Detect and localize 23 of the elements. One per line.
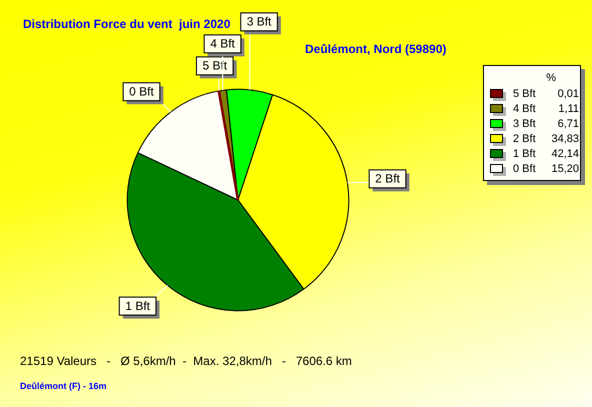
data-label: 34,83 <box>550 132 579 144</box>
data-label: 6,71 <box>556 118 579 130</box>
legend-label: 1 Bft <box>513 148 537 160</box>
data-label: 1,11 <box>557 102 579 114</box>
data-label: 15,20 <box>550 162 579 174</box>
legend-label: 2 Bft <box>513 132 537 144</box>
chart-title: Distribution Force du vent juin 2020 <box>23 17 230 31</box>
text: Deûlémont, Nord (59890) <box>305 42 446 56</box>
text: Deûlémont (F) - 16m <box>20 381 107 391</box>
legend-title: % <box>545 72 557 86</box>
legend-label: 3 Bft <box>513 118 537 130</box>
text: 21519 Valeurs - Ø 5,6km/h - Max. 32,8km/h - 7606.6 km <box>20 354 352 368</box>
legend-label: 4 Bft <box>513 102 537 114</box>
slice-label: 3 Bft <box>246 14 272 29</box>
data-label: 42,14 <box>550 148 579 160</box>
slice-label: 5 Bft <box>202 58 228 73</box>
slice-label: 2 Bft <box>375 172 401 186</box>
legend-label: 5 Bft <box>513 88 537 100</box>
slice-label: 0 Bft <box>129 84 155 99</box>
slice-label: 1 Bft <box>125 298 151 313</box>
data-label: 0,01 <box>556 88 579 100</box>
legend-label: 0 Bft <box>513 162 537 174</box>
slice-label: 4 Bft <box>210 36 236 51</box>
